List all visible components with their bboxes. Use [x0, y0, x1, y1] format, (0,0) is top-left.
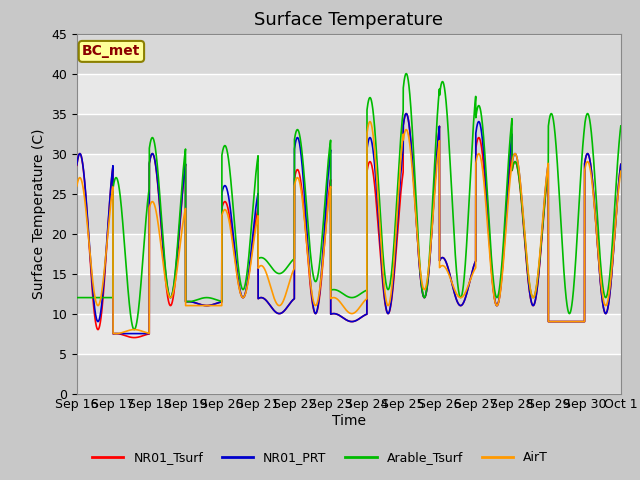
- Bar: [77, 34, 621, 73]
- Bar: [77, 114, 621, 154]
- Title: Surface Temperature: Surface Temperature: [254, 11, 444, 29]
- Legend: NR01_Tsurf, NR01_PRT, Arable_Tsurf, AirT: NR01_Tsurf, NR01_PRT, Arable_Tsurf, AirT: [87, 446, 553, 469]
- Bar: [77, 354, 621, 394]
- Y-axis label: Surface Temperature (C): Surface Temperature (C): [31, 128, 45, 299]
- X-axis label: Time: Time: [332, 414, 366, 428]
- Text: BC_met: BC_met: [82, 44, 141, 59]
- Bar: [77, 73, 621, 114]
- Bar: [77, 313, 621, 354]
- Bar: [77, 234, 621, 274]
- Bar: [77, 274, 621, 313]
- Bar: [77, 193, 621, 234]
- Bar: [77, 154, 621, 193]
